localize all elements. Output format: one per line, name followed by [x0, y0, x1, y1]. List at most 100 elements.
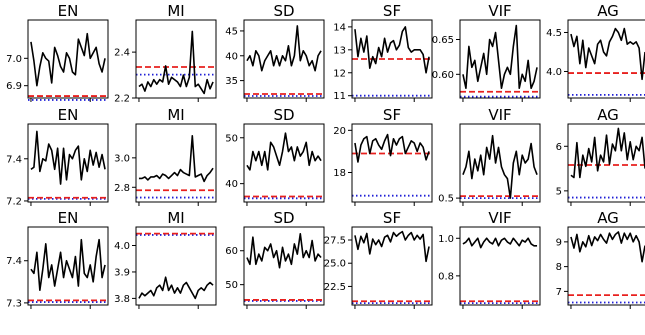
y-tick-label: 0.60: [432, 70, 454, 81]
subplot-title: MI: [167, 106, 184, 124]
subplot: MI 3.0 2.8: [114, 106, 217, 206]
subplot: EN 7.4 7.2: [6, 106, 109, 207]
subplot: AG 4.5 4.0: [546, 2, 645, 102]
y-tick-label: 7.4: [6, 154, 22, 165]
y-tick-label: 35: [225, 76, 238, 87]
y-tick-label: 1.0: [438, 234, 454, 245]
y-tick-label: 0.5: [438, 194, 454, 205]
series-line: [30, 32, 106, 87]
y-tick-label: 6: [556, 142, 562, 153]
series-line: [138, 276, 214, 300]
y-tick-label: 4.5: [546, 28, 562, 39]
plot-frame: [459, 123, 541, 203]
subplot: VIF 0.65 0.60: [432, 2, 541, 102]
subplot-title: AG: [597, 106, 619, 124]
y-tick-label: 5: [556, 186, 562, 197]
y-tick-label: 0.65: [432, 35, 454, 46]
subplot: SF 14 13 12 11: [333, 2, 433, 102]
subplot: MI 2.4 2.2: [114, 2, 217, 105]
plot-frame: [243, 19, 325, 99]
subplot: SF 20 18: [333, 106, 433, 206]
y-tick-label: 20: [333, 126, 346, 137]
y-tick-label: 50: [225, 133, 238, 144]
plot-frame: [459, 19, 541, 99]
series-line: [570, 27, 645, 81]
subplot: MI 4.0 3.9 3.8: [114, 209, 217, 309]
y-tick-label: 40: [225, 51, 238, 62]
series-line: [138, 134, 214, 183]
y-tick-label: 6.9: [6, 81, 22, 92]
subplot-title: SD: [273, 106, 294, 124]
series-line: [354, 230, 430, 263]
series-line: [570, 231, 645, 263]
series-line: [354, 133, 430, 163]
plot-frame: [567, 226, 645, 306]
subplot: SF 27.5 25.0 22.5: [324, 209, 433, 309]
y-tick-label: 45: [225, 26, 238, 37]
series-line: [462, 24, 538, 90]
y-tick-label: 2.4: [114, 48, 130, 59]
y-tick-label: 12: [333, 68, 346, 79]
subplot-title: EN: [58, 106, 79, 124]
y-tick-label: 7.2: [6, 196, 22, 207]
y-tick-label: 7: [556, 287, 562, 298]
subplot-title: MI: [167, 2, 184, 20]
subplot: SD 60 50: [225, 209, 325, 309]
y-tick-label: 40: [225, 179, 238, 190]
plot-frame: [135, 19, 217, 99]
subplot: EN 7.4 7.3: [6, 209, 109, 309]
y-tick-label: 2.2: [114, 94, 130, 105]
y-tick-label: 27.5: [324, 236, 346, 247]
subplot-title: EN: [58, 209, 79, 227]
plot-frame: [27, 19, 109, 99]
plot-frame: [243, 226, 325, 306]
subplot-title: VIF: [488, 106, 511, 124]
plot-frame: [567, 19, 645, 99]
plot-frame: [243, 123, 325, 203]
subplot-title: SD: [273, 209, 294, 227]
subplot: VIF 1.0 0.8: [438, 209, 541, 309]
plot-frame: [27, 123, 109, 203]
series-line: [570, 127, 645, 179]
series-line: [30, 130, 106, 185]
subplot-title: SF: [383, 106, 401, 124]
subplot-title: AG: [597, 209, 619, 227]
subplot-title: AG: [597, 2, 619, 20]
y-tick-label: 7.0: [6, 54, 22, 65]
y-tick-label: 3.0: [114, 153, 130, 164]
subplot: SD 50 40: [225, 106, 325, 206]
plot-frame: [567, 123, 645, 203]
y-tick-label: 22.5: [324, 282, 346, 293]
y-tick-label: 60: [225, 246, 238, 257]
y-tick-label: 0.8: [438, 271, 454, 282]
series-line: [462, 134, 538, 199]
y-tick-label: 11: [333, 91, 346, 102]
subplot-title: VIF: [488, 2, 511, 20]
y-tick-label: 9: [556, 237, 562, 248]
y-tick-label: 25.0: [324, 259, 346, 270]
series-line: [462, 237, 538, 249]
plot-frame: [27, 226, 109, 306]
y-tick-label: 50: [225, 280, 238, 291]
series-line: [246, 132, 322, 171]
y-tick-label: 2.8: [114, 183, 130, 194]
subplot: VIF 0.5: [438, 106, 541, 206]
y-tick-label: 18: [333, 168, 346, 179]
plot-frame: [459, 226, 541, 306]
subplot-title: MI: [167, 209, 184, 227]
y-tick-label: 3.8: [114, 294, 130, 305]
y-tick-label: 7.3: [6, 298, 22, 309]
y-tick-label: 3.9: [114, 267, 130, 278]
y-tick-label: 4.0: [114, 241, 130, 252]
y-tick-label: 8: [556, 262, 562, 273]
plot-frame: [351, 123, 433, 203]
subplot: EN 7.0 6.9: [6, 2, 109, 102]
subplot-title: SF: [383, 209, 401, 227]
subplot: AG 6 5: [556, 106, 645, 206]
subplot-title: SF: [383, 2, 401, 20]
series-line: [246, 25, 322, 72]
subplot: AG 9 8 7: [556, 209, 645, 309]
series-line: [30, 238, 106, 292]
plot-frame: [135, 123, 217, 203]
